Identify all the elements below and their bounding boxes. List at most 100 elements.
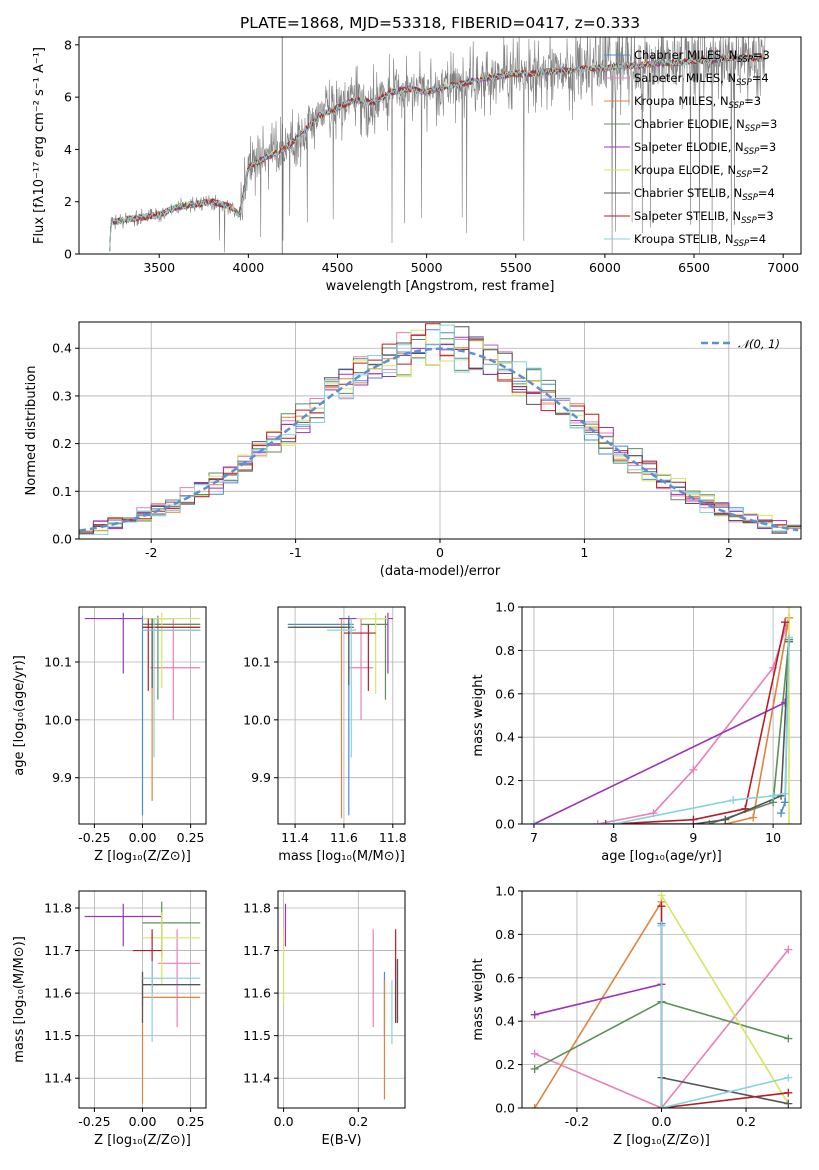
errorbar-salpeter-miles: [150, 618, 201, 720]
legend-entry-chabrier-elodie-n-ssp-3: Chabrier ELODIE, NSSP=3: [634, 117, 777, 134]
weight-marker: [609, 820, 618, 824]
legend-sub-text: SSP: [734, 239, 750, 249]
legend-entry-kroupa-elodie-n-ssp-2: Kroupa ELODIE, NSSP=2: [634, 163, 769, 180]
weight-line-salpeter-elodie: [530, 980, 666, 1019]
legend-sub-text: SSP: [744, 147, 760, 157]
x-axis-label: age [log₁₀(age/yr)]: [601, 849, 722, 864]
y-tick-label: 0.4: [495, 730, 515, 745]
x-tick-label: 5500: [500, 260, 532, 275]
legend-entry-chabrier-stelib-n-ssp-4: Chabrier STELIB, NSSP=4: [634, 186, 775, 203]
legend-entry-salpeter-elodie-n-ssp-3: Salpeter ELODIE, NSSP=3: [634, 140, 776, 157]
legend-entry-salpeter-miles-n-ssp-4: Salpeter MILES, NSSP=4: [634, 71, 769, 88]
weight-marker: [530, 1010, 539, 1019]
axes-age-vs-Z: -0.25 0.00 0.25 9.9 10.0 10.1 Z [log₁₀(Z/Z⊙)] a…: [12, 606, 207, 864]
legend-sub-text: SSP: [737, 55, 753, 65]
axes-mass-weight-vs-age: 7 8 9 10 0.0 0.2 0.4 0.6 0.8 1.0 age [log₁₀(age/yr…: [471, 600, 802, 864]
errorbar-kroupa-miles: [292, 618, 347, 819]
y-tick-label: 11.6: [243, 986, 271, 1001]
errorbar-chabrier-miles: [141, 971, 201, 1006]
y-tick-label: 11.5: [44, 1028, 72, 1043]
plot-area-age-vs-mass: [287, 612, 393, 819]
legend-tail-text: =4: [752, 71, 769, 85]
weight-marker: [785, 607, 794, 611]
x-axis-label: (data-model)/error: [380, 564, 501, 579]
histogram-kroupa-elodie: [79, 329, 801, 534]
legend-tail-text: =3: [757, 209, 774, 223]
y-tick-label: 0.8: [495, 927, 515, 942]
y-tick-label: 0.0: [495, 1101, 515, 1116]
y-axis-label: mass weight: [471, 958, 486, 1040]
legend-tail-text: =3: [753, 48, 770, 62]
x-tick-label: 0.00: [129, 1114, 157, 1129]
weight-line-chabrier-stelib: [601, 637, 794, 824]
x-tick-label: -0.2: [565, 1114, 589, 1129]
legend-main-text: Chabrier MILES, N: [634, 48, 737, 62]
x-tick-label: 0.25: [177, 830, 205, 845]
x-axis-label: Z [log₁₀(Z/Z⊙)]: [94, 1133, 191, 1148]
x-tick-label: 4500: [322, 260, 354, 275]
legend-tail-text: =4: [749, 232, 766, 246]
errorbar-chabrier-stelib: [142, 618, 201, 689]
x-axis-label: wavelength [Angstrom, rest frame]: [326, 279, 555, 294]
errorbar-chabrier-elodie: [361, 615, 388, 700]
weight-path: [534, 983, 662, 1016]
legend-tail-text: =3: [744, 94, 761, 108]
weight-marker: [741, 804, 750, 813]
weight-marker: [784, 1034, 793, 1043]
y-tick-label: 0.2: [495, 1057, 515, 1072]
x-tick-label: 7: [530, 830, 538, 845]
legend-sub-text: SSP: [736, 170, 752, 180]
errorbar-salpeter-elodie: [339, 612, 393, 674]
weight-path: [534, 637, 790, 824]
y-axis-label: Flux [fλ10⁻¹⁷ erg cm⁻² s⁻¹ A⁻¹]: [32, 47, 47, 244]
weight-marker: [781, 789, 790, 798]
weight-marker: [689, 765, 698, 774]
weight-marker: [781, 798, 790, 807]
weight-marker: [781, 618, 790, 627]
figure-title: PLATE=1868, MJD=53318, FIBERID=0417, z=0…: [240, 14, 640, 32]
legend-main-text: Chabrier STELIB, N: [634, 186, 742, 200]
y-tick-label: 10.0: [243, 712, 271, 727]
legend-main-text: Salpeter MILES, N: [634, 71, 736, 85]
y-tick-label: 11.4: [44, 1071, 72, 1086]
x-axis-label: Z [log₁₀(Z/Z⊙)]: [94, 849, 191, 864]
weight-marker: [784, 1088, 793, 1097]
y-axis-label: Normed distribution: [24, 366, 39, 496]
y-tick-label: 9.9: [52, 770, 72, 785]
weight-marker: [530, 1064, 539, 1073]
y-tick-label: 10.1: [44, 654, 72, 669]
x-tick-label: 4000: [232, 260, 264, 275]
x-tick-label: -0.25: [78, 1114, 110, 1129]
x-tick-label: 1: [580, 545, 588, 560]
x-tick-label: 2: [725, 545, 733, 560]
y-tick-label: 0.8: [495, 643, 515, 658]
y-axis-label: mass [log₁₀(M/M⊙)]: [12, 936, 27, 1063]
errorbar-salpeter-miles: [348, 618, 374, 720]
weight-line-chabrier-stelib: [657, 1073, 793, 1108]
errorbar-kroupa-miles: [141, 976, 201, 1104]
errorbar-salpeter-stelib: [132, 929, 162, 994]
axes-mass-vs-EBV: 0.0 0.2 11.4 11.5 11.6 11.7 11.8 E(B-V): [243, 890, 406, 1148]
x-tick-label: 0.0: [274, 1114, 294, 1129]
y-tick-label: 8: [64, 37, 72, 52]
weight-marker: [749, 813, 758, 822]
y-tick-label: 11.7: [44, 943, 72, 958]
y-tick-label: 6: [64, 90, 72, 105]
plot-area-residuals: [79, 323, 801, 535]
legend-entry-normal: 𝒩(0, 1): [738, 337, 780, 351]
legend-tail-text: =3: [759, 140, 776, 154]
x-tick-label: 0.00: [129, 830, 157, 845]
errorbar-kroupa-stelib: [142, 961, 201, 1043]
x-tick-label: -1: [289, 545, 301, 560]
weight-path: [660, 894, 789, 1105]
errorbar-kroupa-stelib: [326, 618, 357, 758]
errorbar-chabrier-elodie: [142, 615, 201, 700]
y-tick-label: 0.4: [52, 341, 72, 356]
x-tick-label: 5000: [411, 260, 443, 275]
x-tick-label: -0.25: [78, 830, 110, 845]
weight-marker: [784, 1099, 793, 1108]
x-axis-label: E(B-V): [321, 1133, 361, 1148]
y-tick-label: 11.6: [44, 986, 72, 1001]
weight-line-salpeter-stelib: [609, 618, 790, 824]
y-tick-label: 2: [64, 194, 72, 209]
